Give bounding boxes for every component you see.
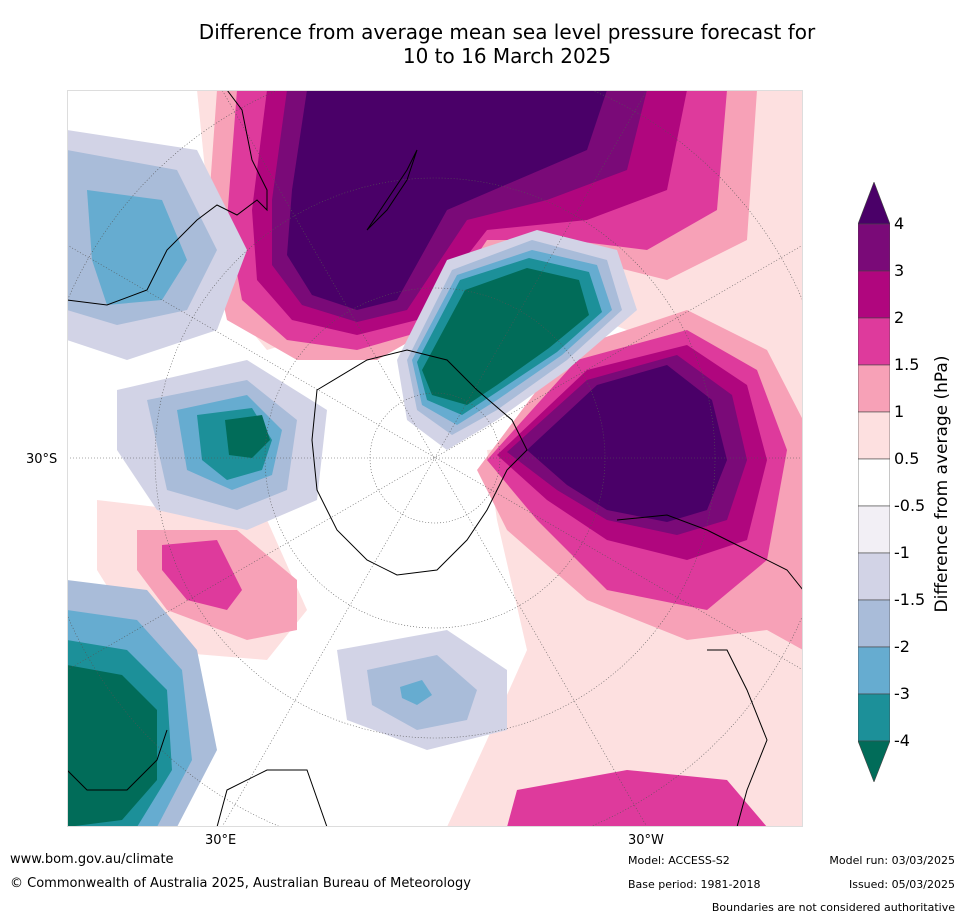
map-canvas: [67, 90, 803, 827]
graticule-line: [221, 90, 648, 827]
graticule-line: [221, 90, 648, 827]
coastline: [67, 90, 268, 306]
colorbar-band: [858, 505, 890, 554]
anomaly-region: [527, 365, 727, 522]
colorbar-tick-label: -0.5: [894, 496, 926, 515]
colorbar-tick-label: -3: [894, 684, 910, 703]
colorbar-band: [858, 411, 890, 460]
colorbar-band: [858, 458, 890, 507]
anomaly-region: [162, 540, 242, 610]
colorbar-tick-label: 1: [894, 402, 905, 421]
copyright-text: © Commonwealth of Australia 2025, Austra…: [10, 876, 471, 891]
anomaly-region: [400, 680, 432, 705]
colorbar-tick-label: 2: [894, 308, 905, 327]
coastline: [616, 514, 803, 591]
colorbar-tick-label: 1.5: [894, 355, 920, 374]
anomaly-region: [287, 90, 607, 310]
anomaly-region: [507, 770, 767, 827]
colorbar: [858, 182, 890, 782]
base-period: Base period: 1981-2018: [628, 878, 761, 891]
colorbar-band: [858, 599, 890, 648]
anomaly-region: [422, 268, 589, 405]
colorbar-tick-label: 4: [894, 214, 905, 233]
model-run-date: Model run: 03/03/2025: [829, 854, 955, 867]
issued-date: Issued: 05/03/2025: [848, 878, 955, 891]
colorbar-band: [858, 646, 890, 695]
anomaly-region: [87, 190, 187, 305]
colorbar-bottom-arrow: [858, 740, 890, 782]
colorbar-title: Difference from average (hPa): [932, 355, 952, 613]
colorbar-top-arrow: [858, 182, 890, 225]
colorbar-band: [858, 317, 890, 366]
colorbar-tick-label: 0.5: [894, 449, 920, 468]
coastline: [366, 149, 418, 231]
pressure-anomaly-map: [67, 90, 803, 827]
website-link[interactable]: www.bom.gov.au/climate: [10, 852, 174, 867]
colorbar-tick-label: -1: [894, 543, 910, 562]
colorbar-band: [858, 552, 890, 601]
colorbar-tick-label: -1.5: [894, 590, 926, 609]
map-title: Difference from average mean sea level p…: [0, 20, 965, 68]
coastline: [67, 729, 168, 791]
colorbar-band: [858, 364, 890, 413]
boundaries-disclaimer: Boundaries are not considered authoritat…: [711, 901, 955, 914]
anomaly-region: [225, 415, 270, 458]
longitude-label-30w: 30°W: [628, 833, 664, 848]
longitude-label-30e: 30°E: [205, 833, 237, 848]
colorbar-band: [858, 223, 890, 272]
colorbar-band: [858, 270, 890, 319]
colorbar-tick-label: 3: [894, 261, 905, 280]
title-line-1: Difference from average mean sea level p…: [198, 20, 816, 44]
colorbar-tick-label: -4: [894, 731, 910, 750]
coastline: [707, 649, 768, 827]
graticule-line: [67, 244, 803, 671]
coastline: [311, 349, 528, 576]
colorbar-tick-label: -2: [894, 637, 910, 656]
graticule-line: [67, 244, 803, 671]
anomaly-region: [67, 665, 157, 827]
latitude-label-30s: 30°S: [26, 452, 58, 467]
colorbar-band: [858, 693, 890, 742]
title-line-2: 10 to 16 March 2025: [402, 44, 612, 68]
model-name: Model: ACCESS-S2: [628, 854, 730, 867]
coastline: [216, 769, 328, 827]
